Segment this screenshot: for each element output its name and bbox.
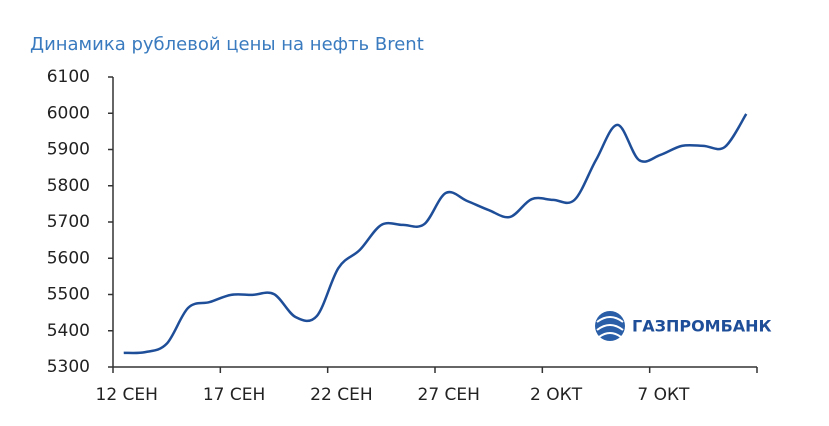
logo-text: ГАЗПРОМБАНК [632, 317, 772, 336]
x-tick-label: 17 СЕН [203, 385, 265, 405]
y-tick-label: 5800 [47, 176, 90, 196]
y-tick-label: 5700 [47, 212, 90, 232]
logo-icon-lines [596, 316, 624, 338]
y-tick-label: 6100 [47, 67, 90, 87]
x-tick-label: 2 ОКТ [530, 385, 583, 405]
logo: ГАЗПРОМБАНК [595, 311, 772, 341]
y-tick-label: 5500 [47, 285, 90, 305]
y-tick-label: 6000 [47, 103, 90, 123]
chart-title: Динамика рублевой цены на нефть Brent [30, 34, 424, 55]
y-tick-label: 5300 [47, 357, 90, 377]
y-tick-label: 5900 [47, 140, 90, 160]
x-tick-label: 27 СЕН [418, 385, 480, 405]
x-tick-label: 7 ОКТ [637, 385, 690, 405]
x-tick-label: 12 СЕН [96, 385, 158, 405]
line [123, 113, 748, 355]
y-tick-label: 5600 [47, 248, 90, 268]
x-tick-label: 22 СЕН [310, 385, 372, 405]
y-tick-label: 5400 [47, 321, 90, 341]
